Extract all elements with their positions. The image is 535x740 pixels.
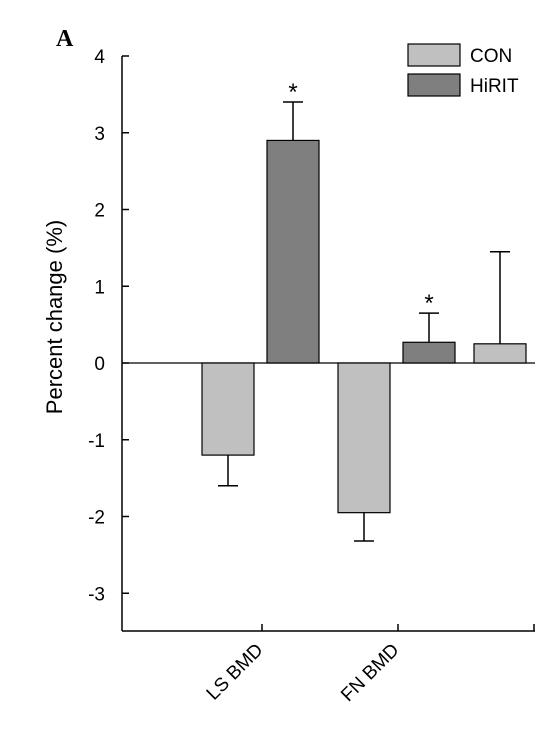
- legend: CON HiRIT: [407, 43, 519, 97]
- y-tick-label: 2: [94, 201, 105, 222]
- bar-con-1: [337, 362, 391, 514]
- bar-con-2: [473, 343, 527, 364]
- y-tick-label: -3: [88, 584, 105, 605]
- panel-label: A: [56, 26, 74, 52]
- legend-label-con: CON: [470, 46, 512, 67]
- bar-hirit-1: [402, 341, 456, 364]
- category-label: LS BMD: [203, 640, 268, 705]
- y-axis: 4 3 2 1 0 -1 -2 -3: [88, 47, 129, 631]
- y-tick-label: 3: [94, 124, 105, 145]
- legend-label-hirit: HiRIT: [470, 76, 519, 97]
- bar-con-0: [201, 362, 255, 456]
- y-tick-label: 1: [94, 277, 105, 298]
- x-axis: LS BMD FN BMD: [122, 362, 535, 706]
- y-tick-label: 4: [94, 47, 105, 68]
- bars: **: [201, 79, 527, 542]
- y-tick-label: -1: [88, 431, 105, 452]
- bar-hirit-0: [266, 139, 320, 364]
- significance-marker: *: [424, 290, 433, 317]
- legend-swatch-hirit: [407, 73, 461, 97]
- y-tick-label: -2: [88, 508, 105, 529]
- legend-swatch-con: [407, 43, 461, 67]
- y-tick-label: 0: [94, 354, 105, 375]
- significance-marker: *: [288, 79, 297, 106]
- y-axis-label: Percent change (%): [42, 220, 67, 414]
- category-label: FN BMD: [337, 640, 403, 706]
